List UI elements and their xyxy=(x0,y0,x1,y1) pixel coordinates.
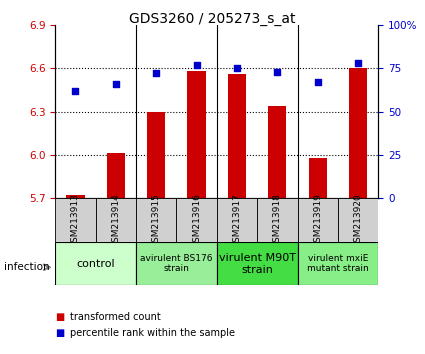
Text: percentile rank within the sample: percentile rank within the sample xyxy=(70,328,235,338)
Text: GDS3260 / 205273_s_at: GDS3260 / 205273_s_at xyxy=(129,12,296,27)
Point xyxy=(112,81,119,87)
Bar xyxy=(309,158,327,198)
Text: avirulent BS176
strain: avirulent BS176 strain xyxy=(140,254,212,273)
Text: GSM213920: GSM213920 xyxy=(354,193,363,248)
FancyBboxPatch shape xyxy=(136,242,217,285)
FancyBboxPatch shape xyxy=(136,198,176,242)
Point xyxy=(153,70,159,76)
Text: GSM213914: GSM213914 xyxy=(111,193,120,248)
Point xyxy=(193,62,200,68)
FancyBboxPatch shape xyxy=(217,198,257,242)
Point xyxy=(72,88,79,93)
FancyBboxPatch shape xyxy=(55,242,136,285)
Bar xyxy=(187,71,206,198)
FancyBboxPatch shape xyxy=(55,198,96,242)
Bar xyxy=(147,112,165,198)
Text: virulent mxiE
mutant strain: virulent mxiE mutant strain xyxy=(307,254,369,273)
Bar xyxy=(107,153,125,198)
Text: infection: infection xyxy=(4,262,50,272)
Text: ■: ■ xyxy=(55,312,65,322)
Bar xyxy=(268,106,286,198)
FancyBboxPatch shape xyxy=(298,198,338,242)
Text: ■: ■ xyxy=(55,328,65,338)
Text: GSM213918: GSM213918 xyxy=(273,193,282,248)
Text: control: control xyxy=(76,259,115,269)
Bar xyxy=(66,195,85,198)
FancyBboxPatch shape xyxy=(298,242,378,285)
Text: GSM213917: GSM213917 xyxy=(232,193,241,248)
Text: GSM213919: GSM213919 xyxy=(313,193,322,248)
Bar xyxy=(228,74,246,198)
Text: GSM213913: GSM213913 xyxy=(71,193,80,248)
FancyBboxPatch shape xyxy=(338,198,378,242)
Point xyxy=(354,60,361,66)
Point xyxy=(233,65,240,71)
Text: GSM213916: GSM213916 xyxy=(192,193,201,248)
FancyBboxPatch shape xyxy=(257,198,298,242)
FancyBboxPatch shape xyxy=(96,198,136,242)
Text: transformed count: transformed count xyxy=(70,312,161,322)
Text: virulent M90T
strain: virulent M90T strain xyxy=(218,253,296,275)
FancyBboxPatch shape xyxy=(217,242,298,285)
Point xyxy=(314,79,321,85)
Bar xyxy=(349,68,367,198)
Point xyxy=(274,69,280,74)
FancyBboxPatch shape xyxy=(176,198,217,242)
Text: GSM213915: GSM213915 xyxy=(152,193,161,248)
